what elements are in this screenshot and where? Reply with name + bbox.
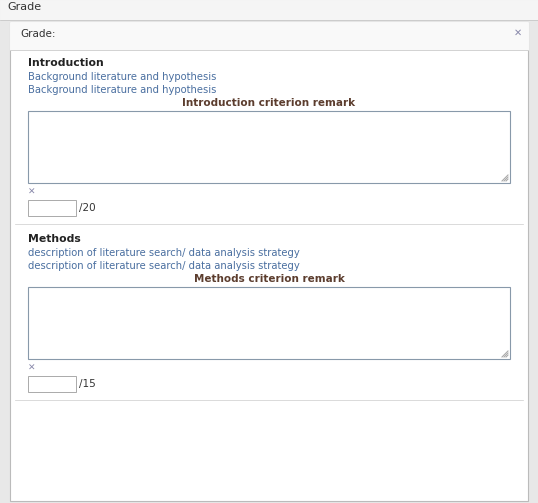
Text: Background literature and hypothesis: Background literature and hypothesis [28, 72, 216, 82]
Text: Grade: Grade [7, 2, 41, 12]
Text: ✕: ✕ [514, 28, 522, 38]
Text: /15: /15 [79, 379, 96, 389]
Bar [28, 200, 76, 216]
Text: description of literature search/ data analysis strategy: description of literature search/ data a… [28, 261, 300, 271]
Text: description of literature search/ data analysis strategy: description of literature search/ data a… [28, 248, 300, 258]
Text: ✕: ✕ [28, 364, 36, 373]
Bar [28, 111, 510, 183]
Text: Grade:: Grade: [20, 29, 55, 39]
Text: /20: /20 [79, 203, 96, 213]
Text: ✕: ✕ [28, 188, 36, 197]
Text: Introduction criterion remark: Introduction criterion remark [182, 98, 356, 108]
Text: Introduction: Introduction [28, 58, 104, 68]
Text: Background literature and hypothesis: Background literature and hypothesis [28, 85, 216, 95]
Bar [0, 0, 538, 20]
Text: Methods criterion remark: Methods criterion remark [194, 274, 344, 284]
Bar [28, 287, 510, 359]
Bar [10, 22, 528, 50]
Text: Methods: Methods [28, 234, 81, 244]
Bar [28, 376, 76, 392]
